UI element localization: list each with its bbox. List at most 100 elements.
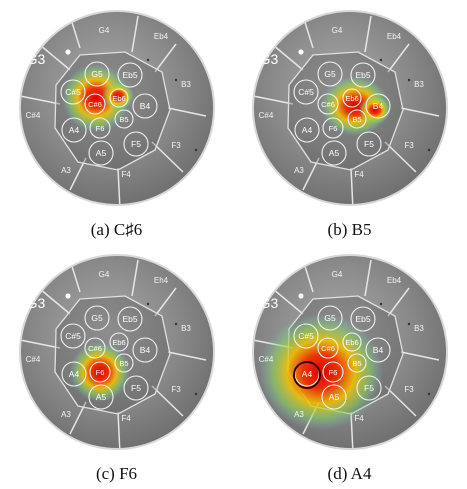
note-label-csharp4: C#4 (26, 111, 41, 120)
note-label-a4: A4 (302, 369, 313, 379)
note-pad-a5 (88, 140, 114, 166)
note-label-csharp6: C#6 (321, 100, 335, 109)
note-pad-a5 (321, 140, 347, 166)
note-label-csharp5: C#5 (298, 331, 314, 341)
note-label-eb6: Eb6 (112, 338, 125, 347)
note-label-f6: F6 (329, 368, 338, 377)
note-pad-a5 (88, 384, 114, 410)
note-label-b5: B5 (352, 115, 361, 124)
note-pad-csharp6 (317, 93, 339, 115)
note-pad-eb5 (117, 62, 143, 88)
note-pad-g5 (84, 305, 110, 331)
note-label-eb4: Eb4 (154, 32, 169, 41)
note-label-g5: G5 (324, 313, 336, 323)
note-pad-f5 (356, 131, 382, 157)
note-pad-f6 (322, 361, 344, 383)
note-label-f3: F3 (171, 141, 181, 150)
steelpan-panel-4: G4 Eb4 G3 B3 C#4 F3 A3 F4 G5 Eb5 C#5 C#6 Eb6 B4 A4 F6 B5… (252, 254, 448, 450)
note-pad-csharp5 (293, 79, 319, 105)
note-label-a5: A5 (96, 148, 107, 158)
note-label-eb5: Eb5 (122, 70, 137, 80)
note-pad-b4 (132, 337, 158, 363)
note-pad-eb5 (117, 306, 143, 332)
note-label-f5: F5 (364, 139, 374, 149)
note-label-g4: G4 (99, 270, 110, 279)
note-label-f6: F6 (329, 124, 338, 133)
note-label-eb4: Eb4 (387, 32, 402, 41)
note-label-a3: A3 (294, 166, 304, 175)
note-label-a4: A4 (69, 125, 80, 135)
note-label-csharp6: C#6 (88, 100, 102, 109)
note-pad-b5 (114, 353, 134, 373)
highlight-ring (293, 361, 321, 389)
note-label-f4: F4 (121, 170, 131, 179)
note-label-g3: G3 (260, 51, 279, 67)
note-label-b5: B5 (119, 359, 128, 368)
note-label-b5: B5 (352, 359, 361, 368)
note-label-csharp5: C#5 (65, 331, 81, 341)
note-pad-a4 (294, 117, 320, 143)
note-label-g4: G4 (99, 26, 110, 35)
note-pad-f6 (89, 361, 111, 383)
note-label-eb6: Eb6 (345, 338, 358, 347)
note-label-a3: A3 (61, 410, 71, 419)
note-pad-a5 (321, 384, 347, 410)
note-label-f5: F5 (131, 383, 141, 393)
note-label-a3: A3 (294, 410, 304, 419)
note-label-b4: B4 (140, 101, 151, 111)
note-label-csharp6: C#6 (88, 344, 102, 353)
note-pad-csharp5 (60, 323, 86, 349)
note-label-g3: G3 (27, 295, 46, 311)
note-pad-eb5 (350, 62, 376, 88)
note-pad-f6 (89, 117, 111, 139)
note-pad-eb6 (109, 88, 129, 108)
note-pad-f5 (123, 375, 149, 401)
note-pad-b4 (365, 93, 391, 119)
note-pad-b5 (347, 353, 367, 373)
steelpan-panel-1: G4 Eb4 G3 B3 C#4 F3 A3 F4 G5 Eb5 C#5 C#6 Eb6 B4 A4 F6 B5… (19, 10, 215, 206)
note-pad-b4 (365, 337, 391, 363)
note-label-a5: A5 (96, 392, 107, 402)
note-label-f5: F5 (364, 383, 374, 393)
note-label-a5: A5 (329, 148, 340, 158)
note-label-g4: G4 (332, 26, 343, 35)
note-label-f3: F3 (404, 141, 414, 150)
note-label-f4: F4 (354, 170, 364, 179)
note-pad-f5 (356, 375, 382, 401)
note-label-b3: B3 (414, 324, 424, 333)
note-label-csharp5: C#5 (298, 87, 314, 97)
note-pad-csharp6 (317, 337, 339, 359)
note-pad-g5 (317, 61, 343, 87)
note-label-g5: G5 (91, 69, 103, 79)
note-label-f4: F4 (354, 414, 364, 423)
note-label-b4: B4 (373, 345, 384, 355)
note-label-g4: G4 (332, 270, 343, 279)
note-label-eb5: Eb5 (355, 70, 370, 80)
note-pad-csharp5 (293, 323, 319, 349)
heatmap-blob (70, 342, 130, 402)
steelpan-panel-3: G4 Eh4 G3 B3 C#4 F3 A3 F4 G5 Eb5 C#5 C#6 Eb6 B4 A4 F6 B5… (19, 254, 215, 450)
note-label-csharp5: C#5 (65, 87, 81, 97)
note-pad-b5 (114, 109, 134, 129)
note-label-eb6: Eb6 (112, 94, 125, 103)
note-label-b5: B5 (119, 115, 128, 124)
note-pad-g5 (84, 61, 110, 87)
note-pad-a4 (61, 117, 87, 143)
note-label-b4: B4 (373, 101, 384, 111)
note-pad-eb6 (109, 332, 129, 352)
note-pad-b5 (347, 109, 367, 129)
note-pad-f6 (322, 117, 344, 139)
note-label-b3: B3 (181, 80, 191, 89)
note-label-eb5: Eb5 (122, 314, 137, 324)
note-pad-eb5 (350, 306, 376, 332)
heatmap-blob (259, 314, 383, 430)
note-label-b4: B4 (140, 345, 151, 355)
note-label-csharp4: C#4 (26, 355, 41, 364)
note-label-f6: F6 (96, 124, 105, 133)
note-pad-csharp5 (60, 79, 86, 105)
note-label-eb5: Eb5 (355, 314, 370, 324)
panel-caption: (a) C♯6 (90, 220, 143, 239)
note-label-a4: A4 (69, 369, 80, 379)
note-pad-csharp6 (84, 93, 106, 115)
